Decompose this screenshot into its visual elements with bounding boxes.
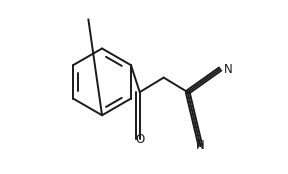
- Text: N: N: [196, 139, 205, 152]
- Text: N: N: [223, 62, 232, 76]
- Text: O: O: [135, 133, 144, 146]
